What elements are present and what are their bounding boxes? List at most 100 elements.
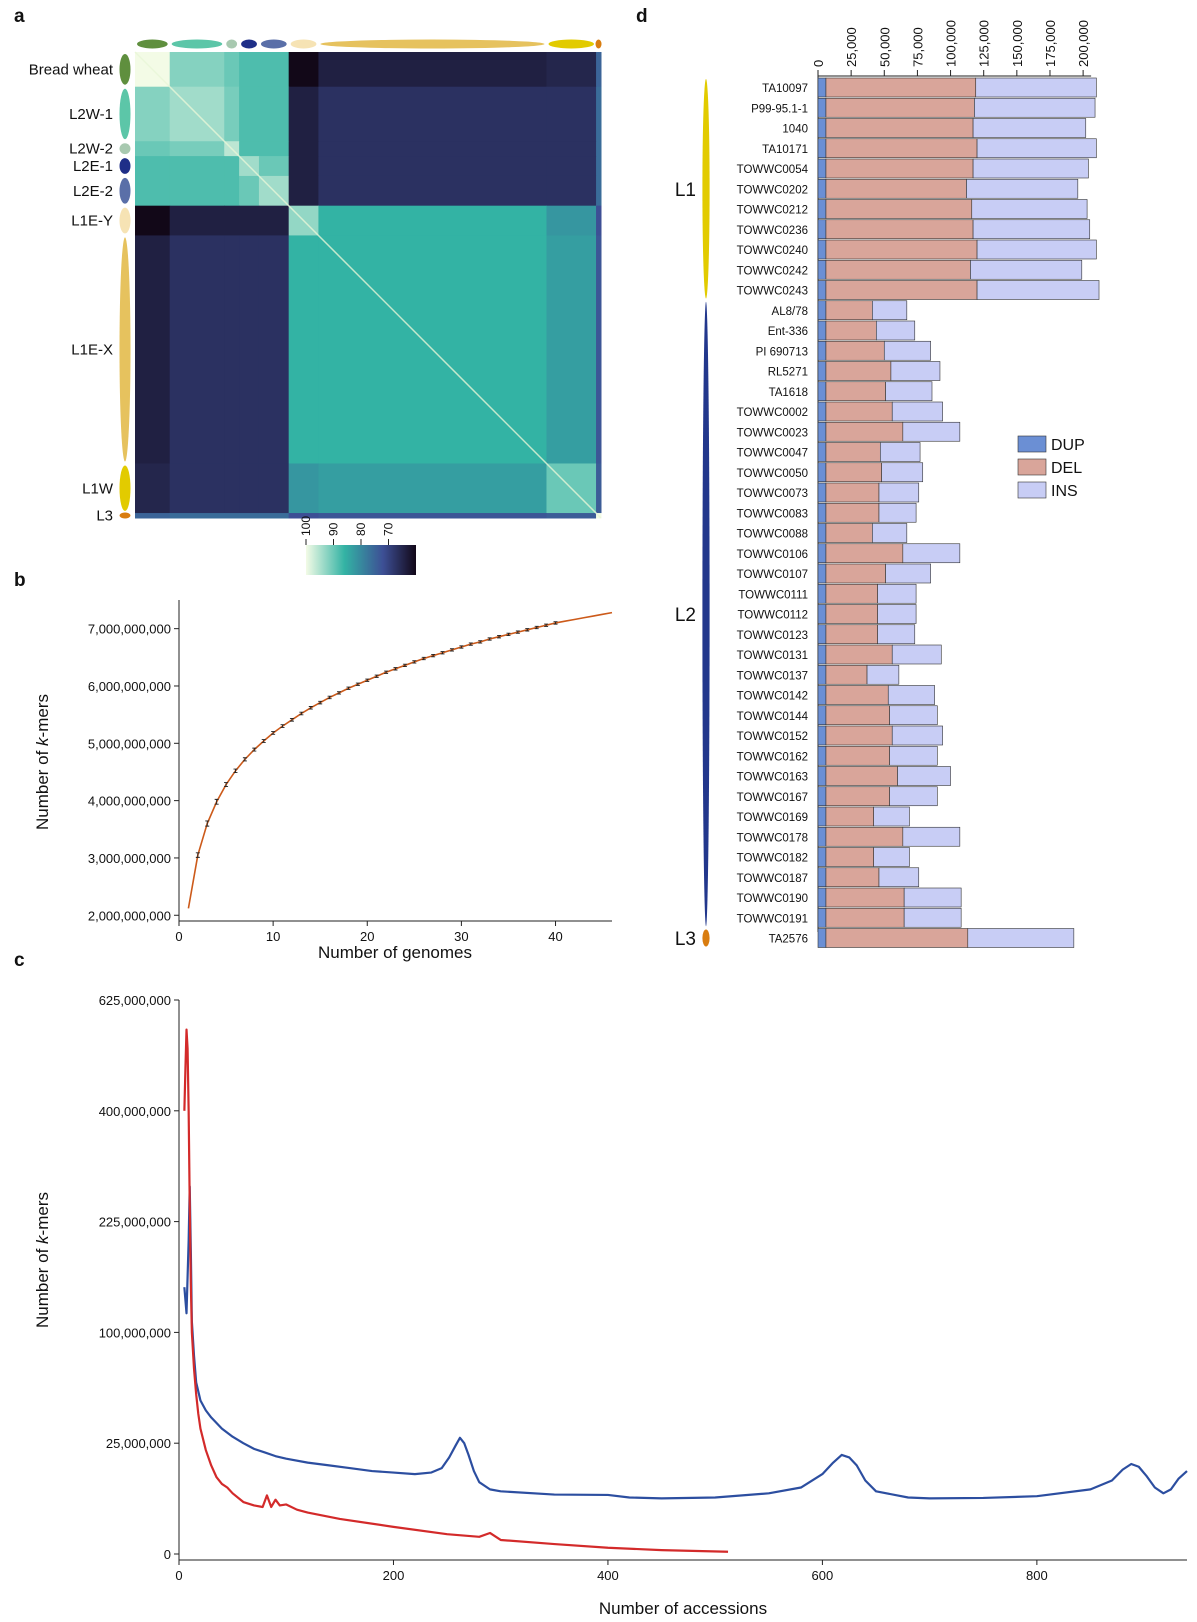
d-bar-dup [817,158,827,179]
heatmap-block-l2w-1-l2w-2 [224,86,240,142]
d-accession-label: TOWWC0202 [737,184,808,196]
d-bar-del [825,583,878,604]
d-bar-del [825,644,893,665]
heatmap-block-l1e-x-l3 [596,235,602,464]
heatmap-block-l2e-1-bread-wheat [135,156,171,177]
top-oval-l2w-2 [226,39,238,49]
b-y-ticks: 2,000,000,000 3,000,000,000 4,000,000,000 5… [88,622,179,923]
d-bar-ins [972,118,1087,138]
d-row: TOWWC0169 [737,806,910,827]
left-oval-l1e-x [119,237,131,462]
d-accession-label: TOWWC0240 [737,245,808,257]
d-accession-label: TOWWC0112 [737,610,808,622]
heatmap-block-l1e-y-l1e-x [318,205,547,236]
d-bar-del [825,118,974,138]
d-bar-ins [889,786,938,807]
lineage-bar-l3 [702,929,710,947]
b-error-bar [506,632,511,637]
group-label-l1e-x: L1E-X [71,341,113,358]
top-oval-l2w-1 [171,39,223,49]
heatmap-block-bread-wheat-l2e-2 [258,52,290,88]
d-bar-dup [817,219,827,240]
heatmap-top-group-ovals [137,39,602,49]
heatmap-block-l3-l2e-1 [239,513,260,519]
d-row: TOWWC0088 [737,523,908,543]
heatmap-block-l1w-l3 [596,463,602,514]
c-series-line-2 [183,1028,729,1553]
group-label-l2w-1: L2W-1 [69,106,113,123]
legend-swatch-del [1017,458,1047,476]
b-error-bar [318,700,323,705]
b-error-bar [374,674,379,678]
d-bar-dup [817,624,827,645]
d-bar-del [825,705,890,726]
d-bar-dup [817,239,827,260]
d-bar-ins [902,543,961,564]
d-bar-dup [817,199,827,219]
b-error-bar [242,757,247,762]
d-bar-dup [817,381,827,402]
heatmap-block-l2e-2-bread-wheat [135,175,171,207]
d-bar-ins [878,502,917,523]
heatmap-block-l1w-l2e-2 [258,463,290,514]
b-y-tick-label: 5,000,000,000 [88,736,171,751]
heatmap-block-l2w-1-l1e-y [288,86,319,142]
d-bar-ins [887,685,935,705]
d-accession-label: TA2576 [769,934,808,946]
heatmap-block-l3-l1e-x [318,513,547,519]
d-accession-label: TOWWC0191 [737,913,808,925]
d-x-tick-label: 0 [811,60,826,67]
d-x-tick-label: 50,000 [877,27,892,67]
b-x-axis-title: Number of genomes [318,943,472,962]
d-bar-ins [976,138,1097,159]
b-error-bar [412,660,417,664]
group-label-bread-wheat: Bread wheat [29,61,114,78]
d-bar-ins [903,907,962,928]
b-x-tick-label: 40 [548,929,562,944]
heatmap-diagonal [134,51,602,519]
d-row: 1040 [782,118,1087,138]
legend-label-ins: INS [1051,483,1078,500]
d-bar-ins [976,280,1100,300]
b-error-bar [459,645,464,649]
d-bar-ins [902,421,961,442]
d-accession-label: TA1618 [769,387,808,399]
d-x-tick-label: 125,000 [977,20,992,67]
d-bar-dup [817,442,827,462]
d-row: PI 690713 [756,340,931,361]
b-error-bar [365,678,370,682]
legend-swatch-ins [1017,481,1047,499]
c-x-tick-label: 400 [597,1568,619,1583]
d-bar-dup [817,725,827,746]
d-bar-del [825,685,889,705]
d-bar-dup [817,786,827,807]
d-accession-label: RL5271 [768,367,808,379]
d-row: AL8/78 [772,300,908,321]
heatmap-block-l2w-1-l3 [596,86,602,142]
d-bar-del [825,563,886,584]
kmer-frequency-panel: 0 25,000,000 100,000,000 225,000,000 400,000… [33,993,1188,1618]
d-bar-ins [897,766,951,786]
heatmap-block-l1w-l1e-x [318,463,547,514]
heatmap-block-l2e-2-l1e-x [318,175,547,207]
lineage-bar-l1 [702,79,710,299]
d-row: TOWWC0152 [737,725,943,746]
d-row: TOWWC0163 [737,766,951,786]
d-bar-del [825,421,904,442]
d-accession-label: TOWWC0190 [737,893,808,905]
d-bar-del [825,867,880,888]
heatmap-block-l1e-y-l2e-2 [258,205,290,236]
d-accession-label: TOWWC0131 [737,650,808,662]
colorbar-gradient [306,545,416,575]
b-accumulation-curve [187,611,613,909]
c-y-tick-label: 25,000,000 [106,1436,171,1451]
lineage-label-l3: L3 [675,929,696,950]
c-series-line-1 [183,1185,1188,1500]
colorbar-label-100: 100 [299,516,313,536]
d-bar-del [825,158,974,179]
d-row: TOWWC0002 [737,401,943,422]
d-bar-ins [903,887,962,908]
c-y-tick-label: 225,000,000 [99,1215,171,1230]
kmer-accumulation-panel: 2,000,000,000 3,000,000,000 4,000,000,000 5… [33,600,613,962]
d-bar-ins [872,300,908,321]
